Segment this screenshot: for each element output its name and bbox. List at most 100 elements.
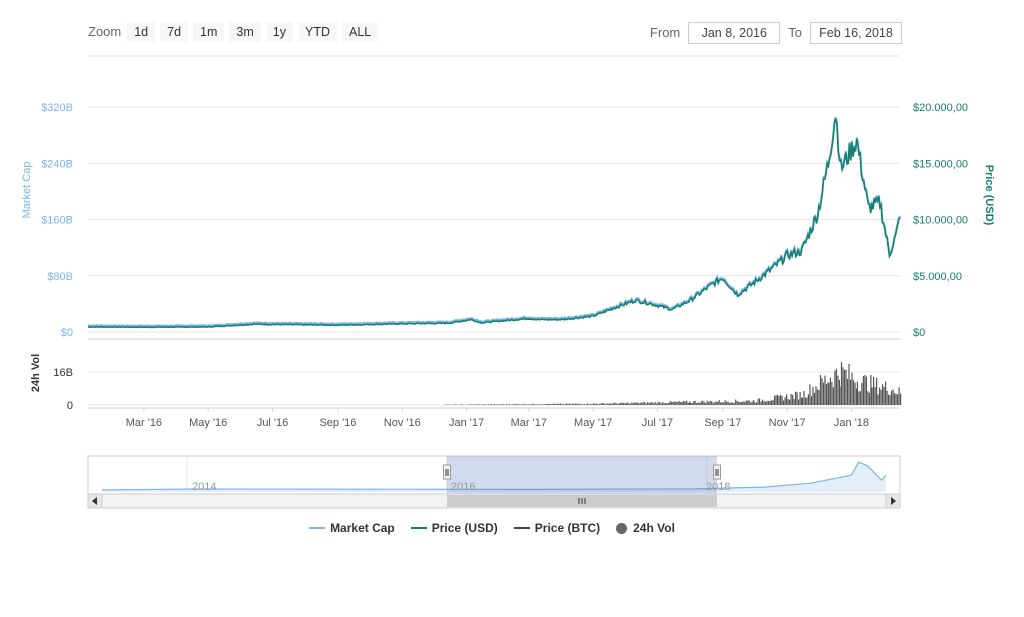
volume-bar bbox=[460, 404, 463, 405]
from-date-input[interactable] bbox=[688, 22, 781, 44]
volume-bar bbox=[549, 404, 551, 405]
volume-bar bbox=[835, 368, 837, 405]
volume-bar bbox=[827, 382, 829, 405]
volume-bar bbox=[888, 394, 890, 405]
volume-bar bbox=[669, 401, 671, 405]
volume-bar bbox=[838, 379, 840, 405]
scroll-left-arrow-icon[interactable] bbox=[87, 493, 103, 509]
volume-bar bbox=[865, 376, 867, 405]
zoom-3m-button[interactable]: 3m bbox=[229, 22, 261, 42]
volume-bar bbox=[829, 377, 831, 405]
volume-bar bbox=[589, 404, 592, 405]
volume-bar bbox=[876, 377, 878, 405]
volume-bar bbox=[717, 402, 719, 405]
volume-bar bbox=[582, 404, 584, 405]
volume-bar bbox=[858, 391, 860, 405]
zoom-1m-button[interactable]: 1m bbox=[193, 22, 225, 42]
scroll-right-arrow-icon[interactable] bbox=[885, 493, 901, 509]
market-cap-tick-label: $0 bbox=[61, 327, 73, 339]
volume-bar bbox=[842, 367, 844, 405]
volume-bar bbox=[766, 400, 768, 405]
volume-bar bbox=[703, 401, 705, 405]
navigator-selected-range[interactable] bbox=[447, 456, 717, 494]
volume-bar bbox=[825, 384, 828, 405]
volume-bar bbox=[639, 403, 641, 405]
market-cap-tick-label: $80B bbox=[47, 271, 73, 283]
navigator-left-handle[interactable] bbox=[443, 464, 451, 480]
market-cap-series bbox=[88, 116, 901, 327]
volume-bar bbox=[882, 384, 884, 405]
volume-bar bbox=[493, 404, 496, 405]
legend-item-24h-vol[interactable]: 24h Vol bbox=[616, 521, 675, 535]
volume-bar bbox=[498, 404, 500, 405]
volume-bar bbox=[481, 404, 484, 405]
volume-bar bbox=[894, 393, 896, 405]
volume-bar bbox=[712, 402, 714, 405]
volume-bar bbox=[724, 400, 726, 405]
volume-bar bbox=[602, 403, 604, 405]
volume-bar bbox=[561, 404, 563, 405]
volume-bar bbox=[596, 403, 598, 405]
volume-bar bbox=[727, 401, 729, 405]
volume-bar bbox=[642, 402, 644, 405]
volume-bar bbox=[819, 375, 822, 405]
legend-item-price-btc[interactable]: Price (BTC) bbox=[513, 521, 601, 535]
zoom-bar: Zoom 1d 7d 1m 3m 1y YTD ALL bbox=[88, 22, 383, 42]
volume-bar bbox=[848, 363, 850, 405]
volume-bar bbox=[720, 402, 722, 405]
legend-item-price-usd[interactable]: Price (USD) bbox=[410, 521, 498, 535]
volume-bar bbox=[632, 403, 634, 405]
volume-bar bbox=[547, 404, 550, 405]
zoom-ytd-button[interactable]: YTD bbox=[298, 22, 337, 42]
from-label: From bbox=[649, 25, 681, 40]
volume-bar bbox=[792, 394, 794, 405]
volume-bar bbox=[879, 387, 881, 405]
zoom-all-button[interactable]: ALL bbox=[342, 22, 379, 42]
navigator[interactable]: 2014 2016 2018 bbox=[87, 455, 901, 509]
date-tick-label: Mar '17 bbox=[511, 417, 547, 429]
navigator-right-handle[interactable] bbox=[713, 464, 721, 480]
volume-bar bbox=[591, 404, 593, 405]
volume-bar bbox=[868, 392, 870, 405]
volume-bar bbox=[810, 396, 813, 405]
zoom-7d-button[interactable]: 7d bbox=[160, 22, 189, 42]
to-date-input[interactable] bbox=[810, 22, 902, 44]
volume-bar bbox=[462, 404, 464, 405]
price-chart: $0 $80B $160B $240B $320B $0 $5.000,00 $10.000… bbox=[21, 55, 995, 509]
zoom-1y-button[interactable]: 1y bbox=[265, 22, 293, 42]
volume-bar bbox=[834, 370, 836, 405]
date-tick-label: Sep '16 bbox=[319, 417, 356, 429]
volume-bar bbox=[594, 403, 596, 405]
legend-price-btc-label: Price (BTC) bbox=[534, 521, 601, 535]
volume-bar bbox=[662, 402, 664, 405]
zoom-1d-button[interactable]: 1d bbox=[127, 22, 156, 42]
volume-bar bbox=[577, 403, 580, 405]
volume-bar bbox=[496, 404, 499, 405]
volume-bar bbox=[623, 403, 625, 405]
market-cap-tick-label: $320B bbox=[41, 102, 73, 114]
volume-bar bbox=[687, 402, 689, 405]
volume-bar bbox=[517, 404, 520, 405]
volume-bar bbox=[683, 400, 685, 405]
volume-bar bbox=[821, 378, 823, 405]
volume-bar bbox=[546, 403, 548, 405]
volume-bar bbox=[645, 403, 647, 405]
legend-24h-vol-swatch bbox=[616, 522, 628, 534]
volume-bar bbox=[870, 374, 872, 405]
volume-bar bbox=[478, 404, 481, 405]
volume-bar bbox=[768, 401, 770, 405]
volume-bar bbox=[771, 400, 773, 405]
volume-bar bbox=[806, 397, 808, 405]
volume-bar bbox=[714, 402, 716, 405]
volume-series bbox=[444, 362, 902, 405]
volume-bar bbox=[633, 402, 635, 405]
volume-bar bbox=[702, 400, 704, 405]
legend-item-market-cap[interactable]: Market Cap bbox=[309, 521, 395, 535]
date-tick-label: Jan '18 bbox=[834, 417, 869, 429]
volume-bar bbox=[654, 402, 656, 405]
volume-bar bbox=[700, 401, 702, 405]
main-gridlines bbox=[88, 106, 900, 333]
date-range-selector: From To bbox=[642, 22, 902, 44]
date-tick-label: Jan '17 bbox=[449, 417, 484, 429]
volume-bar bbox=[453, 404, 455, 405]
